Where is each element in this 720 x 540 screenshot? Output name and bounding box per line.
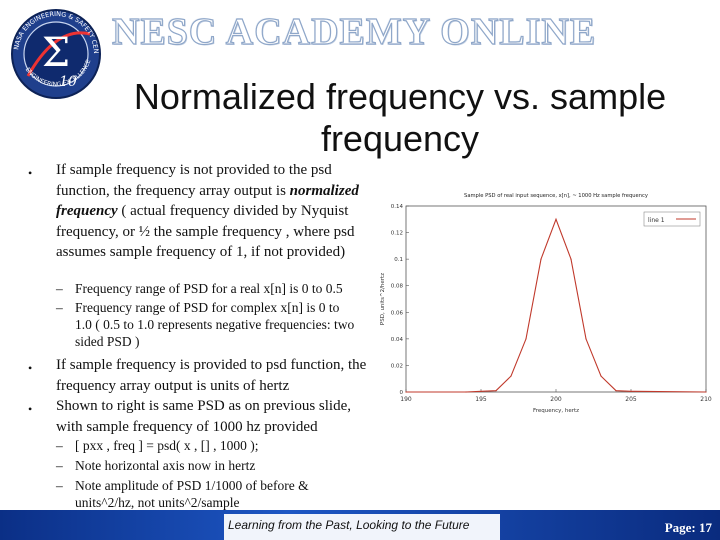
psd-chart: Sample PSD of real input sequence, x[n],… (376, 184, 712, 416)
legend-box (643, 211, 701, 227)
y-tick-label: 0.14 (391, 204, 404, 210)
bullet-emphasis: normalized frequency (56, 182, 359, 220)
series-point (465, 391, 467, 393)
bullet-dot: • (28, 402, 33, 416)
sub-bullet-dash: – (56, 478, 63, 493)
footer-tagline-box (224, 514, 500, 540)
nesc-logo: Σ 10 NASA ENGINEERING & SAFETY CENTER EN… (3, 0, 114, 102)
slide-title: Normalized frequency vs. sample frequenc… (133, 76, 667, 159)
y-tick-label: 0.1 (394, 257, 403, 263)
footer-tagline: Learning from the Past, Looking to the F… (228, 518, 470, 532)
logo-sub: 10 (59, 74, 77, 90)
bullet-text-part: If sample frequency is not provided to t… (56, 162, 332, 199)
series-point (705, 391, 707, 393)
series-point (540, 258, 542, 260)
page-number: Page: 17 (664, 520, 712, 535)
series-line (406, 217, 707, 393)
series-point (555, 218, 557, 220)
y-tick-label: 0.08 (391, 284, 404, 290)
sub-bullet-dash: – (56, 438, 63, 453)
sub-bullet-text: Frequency range of PSD for complex x[n] … (75, 300, 355, 349)
sub-bullet-text: Frequency range of PSD for a real x[n] i… (75, 281, 343, 296)
series-point (585, 338, 587, 340)
sub-bullet-dash: – (56, 458, 63, 473)
legend-label: line 1 (648, 217, 665, 224)
sub-bullet-text: Note horizontal axis now in hertz (75, 458, 256, 473)
x-tick-label: 205 (625, 396, 637, 403)
series-point (525, 338, 527, 340)
y-tick-label: 0.12 (391, 231, 403, 237)
y-axis-label: PSD, units^2/hertz (380, 273, 386, 325)
sub-bullet-dash: – (56, 300, 63, 315)
series-point (615, 390, 617, 392)
bullet-text: Shown to right is same PSD as on previou… (56, 398, 351, 435)
sub-bullet-text: Note amplitude of PSD 1/1000 of before &… (75, 478, 309, 510)
nesc-logo-graphic: Σ 10 NASA ENGINEERING & SAFETY CENTER EN… (3, 0, 101, 99)
academy-banner: NESC ACADEMY ONLINE (111, 10, 597, 53)
y-tick-label: 0.02 (391, 363, 403, 369)
x-tick-label: 210 (700, 396, 712, 403)
series-point (600, 375, 602, 377)
y-tick-label: 0.06 (391, 310, 404, 316)
logo-sigma: Σ (42, 30, 70, 76)
x-tick-label: 200 (550, 396, 562, 403)
series-point (495, 390, 497, 392)
series-point (480, 390, 482, 392)
x-tick-label: 190 (400, 396, 412, 403)
x-axis-label: Frequency, hertz (533, 408, 579, 414)
bullet-text-part: ( actual frequency divided by Nyquist fr… (56, 203, 355, 260)
bullet-dot: • (28, 166, 33, 180)
x-tick-label: 195 (475, 396, 487, 403)
series-point (510, 375, 512, 377)
bullet-text: If sample frequency is provided to psd f… (56, 357, 367, 394)
series-point (405, 391, 407, 393)
psd-chart-svg: Sample PSD of real input sequence, x[n],… (376, 184, 712, 416)
sub-bullet-dash: – (56, 281, 63, 296)
sub-bullet-text: [ pxx , freq ] = psd( x , [] , 1000 ); (75, 438, 259, 453)
bullet-dot: • (28, 361, 33, 375)
bullet-text: If sample frequency is not provided to t… (56, 160, 372, 263)
chart-title: Sample PSD of real input sequence, x[n],… (464, 193, 648, 199)
y-tick-label: 0.04 (391, 337, 404, 343)
series-point (630, 390, 632, 392)
y-tick-label: 0 (400, 390, 404, 396)
series-point (570, 258, 572, 260)
